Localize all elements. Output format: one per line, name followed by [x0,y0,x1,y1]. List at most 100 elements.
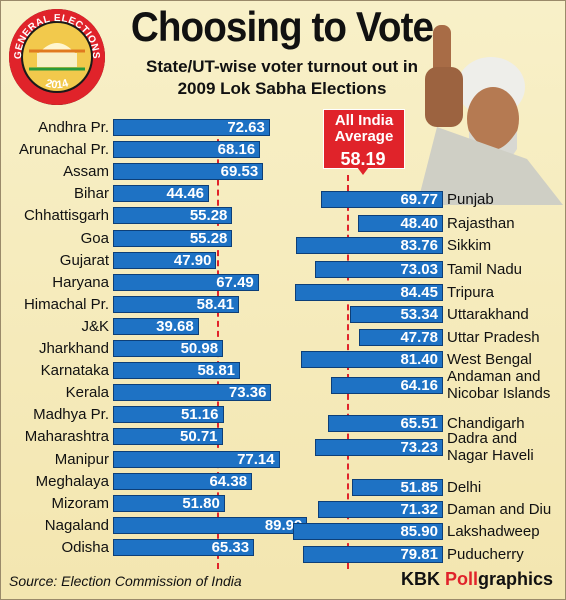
left-category-label: Maharashtra [24,428,109,446]
left-bar: 72.63 [113,119,270,136]
right-bar-value-label: 73.23 [400,439,438,456]
right-category-label-line: Andaman and [447,368,541,385]
right-bar-value-label: 65.51 [400,415,438,432]
credit-highlight: Poll [445,569,479,589]
right-bar: 64.16 [330,377,443,394]
right-category-label: Uttar Pradesh [447,329,540,346]
right-bar: 53.34 [349,306,443,323]
left-bar-value-label: 73.36 [228,384,267,402]
right-category-label: Sikkim [447,237,491,254]
right-category-label-line: Daman and Diu [447,501,552,518]
left-bar-value-label: 51.80 [182,494,220,512]
left-bar: 67.49 [113,273,259,291]
left-category-label: Himachal Pr. [23,295,109,313]
left-bar: 50.98 [113,340,224,357]
left-bar-value-label: 55.28 [189,229,228,247]
left-category-label: Arunachal Pr. [18,141,109,159]
face [467,87,519,151]
right-bar: 65.51 [328,415,443,432]
left-bar-value-label: 44.46 [166,185,205,203]
left-bar: 47.90 [113,251,217,269]
right-category-label: Dadra and Nagar Haveli [447,430,534,464]
right-bar-value-label: 69.77 [400,191,438,208]
average-pointer [357,167,369,175]
credit-prefix: KBK [401,569,445,589]
page-title: Choosing to Vote [130,3,434,50]
right-category-label-line: Dadra and [447,430,518,447]
left-bar: 58.81 [113,362,241,380]
right-category-label-line: Uttar Pradesh [447,329,540,346]
left-category-label: Bihar [73,185,109,203]
left-category-label: J&K [81,317,109,335]
right-category-label-line: West Bengal [447,351,532,368]
right-category-label: Tripura [447,284,494,301]
left-bar-value-label: 50.71 [179,428,218,446]
left-category-label: Madhya Pr. [33,406,109,424]
left-bar-value-label: 55.28 [189,207,228,225]
right-bar-value-label: 73.03 [400,261,438,278]
left-bar: 77.14 [113,450,280,468]
left-category-label: Karnataka [40,362,109,380]
left-category-label: Nagaland [44,516,109,534]
left-bar: 39.68 [113,317,199,335]
left-bar: 68.16 [113,141,261,159]
right-bar: 79.81 [303,546,443,563]
left-bar: 50.71 [113,428,223,446]
left-bar: 51.16 [113,406,224,424]
right-category-label-line: Uttarakhand [447,306,529,323]
clothing [417,127,563,205]
left-bar: 64.38 [113,472,253,490]
right-category-label: Tamil Nadu [447,261,522,278]
right-category-label: Chandigarh [447,415,525,432]
left-bar: 69.53 [113,163,264,181]
left-category-label: Andhra Pr. [38,119,109,136]
right-category-label-line: Delhi [447,479,482,496]
right-category-label-line: Nagar Haveli [447,447,534,464]
right-category-label: Uttarakhand [447,306,529,323]
right-category-label: Rajasthan [447,215,515,232]
right-bar: 48.40 [358,215,443,232]
voter-portrait-image [417,25,563,205]
right-bar: 81.40 [300,351,443,368]
left-bar: 55.28 [113,229,233,247]
right-bar-value-label: 84.45 [400,284,438,301]
left-bar-value-label: 39.68 [156,317,194,335]
right-category-label-line: Nicobar Islands [447,385,551,402]
left-bar-value-label: 68.16 [217,141,256,159]
right-category-label: Puducherry [447,546,524,563]
left-category-label: Gujarat [59,251,109,269]
parliament-building-icon [37,53,77,67]
left-category-label: Chhattisgarh [23,207,109,225]
left-bar-value-label: 51.16 [180,406,219,424]
subtitle-line-1: State/UT-wise voter turnout out in [145,57,418,76]
raised-hand [425,67,463,127]
right-bar-value-label: 47.78 [400,329,438,346]
average-reference-line-right [347,175,349,569]
right-bar-value-label: 83.76 [400,237,438,254]
right-bar: 47.78 [359,329,443,346]
right-bar-value-label: 51.85 [400,479,438,496]
right-category-label-line: Punjab [447,191,494,208]
right-bar: 51.85 [352,479,443,496]
right-bar: 73.23 [314,439,443,456]
right-category-label: West Bengal [447,351,532,368]
left-category-label: Jharkhand [38,340,109,357]
right-category-label-line: Tamil Nadu [447,261,523,278]
left-category-label: Kerala [65,384,109,402]
right-bar-value-label: 53.34 [400,306,438,323]
right-bar: 83.76 [296,237,443,254]
left-category-label: Haryana [52,273,109,291]
right-category-label: Andaman and Nicobar Islands [447,368,550,402]
right-bar-value-label: 81.40 [400,351,438,368]
average-value: 58.19 [340,149,386,169]
badge-band [9,9,105,105]
right-bar-value-label: 79.81 [400,546,438,563]
left-bar-value-label: 64.38 [209,472,248,490]
right-category-label-line: Sikkim [447,237,492,254]
right-category-label: Lakshadweep [447,523,540,540]
left-bar-value-label: 65.33 [211,538,250,556]
left-category-label: Assam [63,163,109,181]
right-category-label-line: Chandigarh [447,415,525,432]
left-bar-value-label: 77.14 [237,450,275,468]
